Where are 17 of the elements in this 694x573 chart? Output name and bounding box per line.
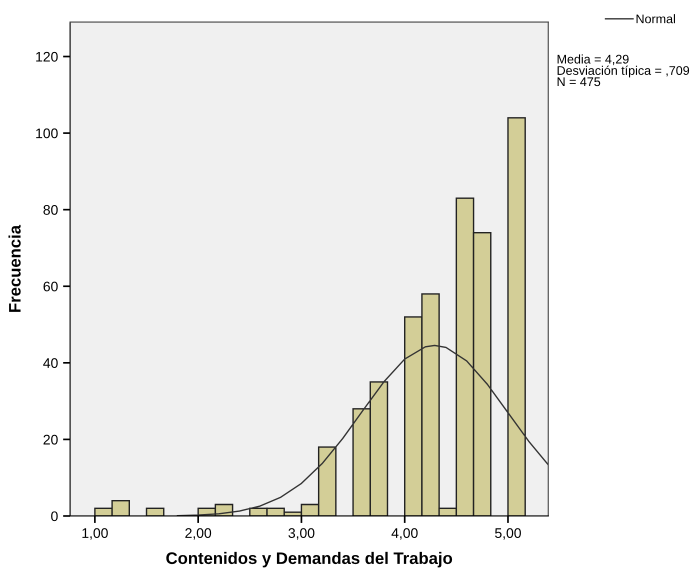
y-tick-label: 40 <box>43 358 58 368</box>
x-tick-label: 1,00 <box>82 528 108 540</box>
y-axis-title: Frecuencia <box>8 224 21 312</box>
y-tick-label: 100 <box>36 128 58 138</box>
x-tick-label: 4,00 <box>392 528 418 540</box>
x-tick-label: 2,00 <box>185 528 212 540</box>
text: Media = 4,29 Desviación típica = ,709 N = 475 <box>558 54 690 86</box>
y-tick-label: 120 <box>36 52 58 62</box>
y-tick-label: 0 <box>51 511 58 522</box>
x-tick-label: 3,00 <box>288 528 314 540</box>
x-tick-label: 5,00 <box>495 528 521 540</box>
legend-label: Normal <box>636 14 675 24</box>
y-tick-label: 80 <box>43 205 58 215</box>
line-series <box>176 344 548 516</box>
y-tick-label: 60 <box>44 282 58 292</box>
y-tick-label: 20 <box>44 434 58 445</box>
x-axis-title: Contenidos y Demandas del Trabajo <box>166 552 452 568</box>
